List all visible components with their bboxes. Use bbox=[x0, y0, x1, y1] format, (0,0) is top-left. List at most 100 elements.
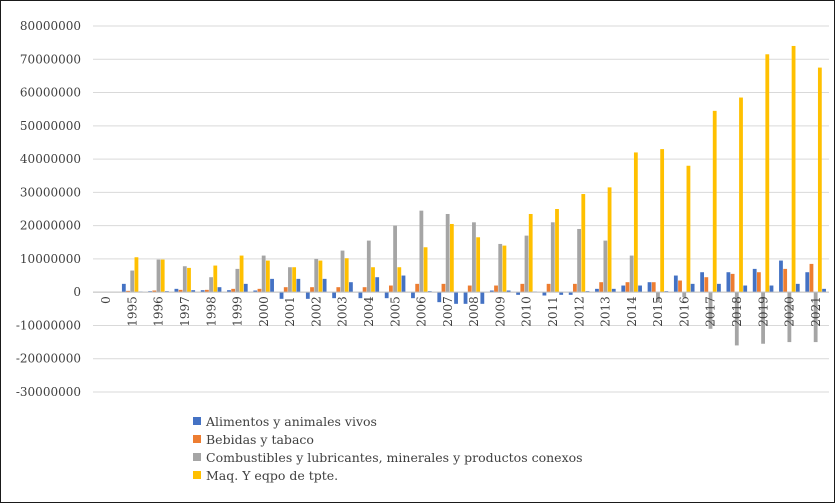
x-tick-label: 1995 bbox=[125, 296, 139, 327]
bar-series-3-2005 bbox=[393, 225, 397, 293]
bar-series-3-2016 bbox=[682, 292, 687, 298]
x-tick-label: 2011 bbox=[546, 296, 560, 327]
legend-item: Maq. Y eqpo de tpte. bbox=[193, 466, 583, 484]
bar-series-3-2013 bbox=[603, 240, 608, 293]
legend-label: Bebidas y tabaco bbox=[206, 431, 314, 447]
bar-series-1-2016 bbox=[673, 275, 678, 293]
bar-series-1-2010 bbox=[516, 292, 521, 295]
y-tick-label: 80000000 bbox=[20, 19, 81, 33]
bar-series-4-2018 bbox=[739, 97, 743, 293]
x-tick-label: 2017 bbox=[704, 296, 718, 327]
bar-series-2-2017 bbox=[704, 277, 709, 293]
bar-series-2-2004 bbox=[362, 287, 367, 293]
bar-series-1-2012 bbox=[568, 292, 573, 295]
bar-series-3-1997 bbox=[182, 266, 187, 293]
bar-series-1-1999 bbox=[227, 290, 231, 293]
bar-series-1-2006 bbox=[411, 292, 415, 299]
x-tick-label: 2021 bbox=[809, 296, 823, 327]
bar-series-1-2019 bbox=[752, 268, 757, 293]
bar-series-1-1997 bbox=[174, 288, 179, 293]
x-tick-label: 2000 bbox=[257, 296, 271, 327]
bar-series-1-2004 bbox=[358, 292, 363, 299]
bar-series-2-2014 bbox=[625, 282, 630, 293]
bar-series-1-2000 bbox=[253, 290, 258, 293]
bar-series-3-2015 bbox=[656, 292, 660, 303]
bar-series-3-2009 bbox=[498, 243, 503, 293]
bar-series-2-2009 bbox=[494, 285, 498, 293]
legend-swatch bbox=[193, 435, 201, 443]
bar-series-4-2015 bbox=[660, 149, 665, 293]
bar-series-1-2005 bbox=[384, 292, 389, 299]
bar-series-1-2007 bbox=[437, 292, 442, 303]
y-tick-label: -10000000 bbox=[16, 318, 81, 332]
bar-series-1-2020 bbox=[779, 260, 783, 293]
y-tick-label: 30000000 bbox=[20, 185, 81, 199]
bar-series-2-2015 bbox=[651, 282, 656, 293]
bar-series-3-1999 bbox=[235, 268, 240, 293]
x-tick-label: 2003 bbox=[336, 296, 350, 327]
x-tick-label: 2005 bbox=[388, 296, 402, 327]
bar-series-5-2019 bbox=[769, 285, 774, 293]
bar-series-4-2010 bbox=[528, 213, 533, 293]
bar-series-5-2008 bbox=[480, 292, 485, 304]
bar-series-4-2014 bbox=[633, 152, 638, 293]
y-tick-label: 20000000 bbox=[20, 219, 81, 233]
bar-series-2-2011 bbox=[546, 283, 551, 293]
bar-series-2-2012 bbox=[572, 283, 577, 293]
x-tick-label: 2008 bbox=[467, 296, 481, 327]
bar-series-4-2007 bbox=[449, 223, 454, 293]
bar-series-2-1999 bbox=[231, 288, 236, 293]
bar-series-5-2004 bbox=[375, 277, 380, 293]
legend-swatch bbox=[193, 453, 201, 461]
bar-series-2-1997 bbox=[178, 289, 183, 293]
bar-series-2-1996 bbox=[152, 290, 157, 293]
bar-series-4-1995 bbox=[134, 257, 139, 293]
bar-series-2-2003 bbox=[336, 287, 341, 293]
bar-series-3-2010 bbox=[524, 235, 529, 293]
bar-series-1-1998 bbox=[200, 290, 205, 293]
bar-series-3-2004 bbox=[366, 240, 371, 293]
legend-item: Bebidas y tabaco bbox=[193, 430, 583, 448]
legend-label: Combustibles y lubricantes, minerales y … bbox=[206, 449, 583, 465]
bar-series-2-2020 bbox=[783, 268, 788, 293]
x-tick-label: 2010 bbox=[520, 296, 534, 327]
x-tick-label: 1997 bbox=[178, 296, 192, 327]
bar-series-3-1996 bbox=[156, 259, 161, 293]
bar-series-5-2000 bbox=[270, 278, 274, 293]
bar-series-2-2010 bbox=[520, 283, 525, 293]
y-tick-label: -20000000 bbox=[16, 352, 81, 366]
bar-series-2-2008 bbox=[467, 285, 472, 293]
bar-series-1-2014 bbox=[621, 285, 626, 293]
bar-series-5-2020 bbox=[795, 283, 800, 293]
x-tick-label: 2009 bbox=[493, 296, 507, 327]
bar-series-2-2016 bbox=[678, 280, 682, 293]
bar-series-3-2011 bbox=[550, 222, 555, 293]
bar-series-3-2002 bbox=[314, 258, 319, 293]
bar-series-3-2001 bbox=[288, 267, 292, 293]
bar-series-5-1999 bbox=[243, 283, 248, 293]
bar-series-4-2004 bbox=[371, 267, 375, 293]
x-tick-label: 2002 bbox=[309, 296, 323, 327]
x-tick-label: 1998 bbox=[204, 296, 218, 327]
bar-series-4-2000 bbox=[265, 260, 270, 293]
bar-series-4-2011 bbox=[555, 209, 559, 293]
bar-series-2-2006 bbox=[415, 283, 420, 293]
bar-series-3-1995 bbox=[130, 270, 135, 293]
legend-item: Alimentos y animales vivos bbox=[193, 412, 583, 430]
bar-series-4-2019 bbox=[765, 54, 770, 293]
bar-series-4-2013 bbox=[607, 187, 612, 293]
bar-series-4-2008 bbox=[476, 237, 481, 293]
bar-series-2-1995 bbox=[126, 290, 130, 293]
x-tick-label: 2020 bbox=[783, 296, 797, 327]
x-tick-label: 2018 bbox=[730, 296, 744, 327]
bar-series-5-2009 bbox=[506, 290, 511, 293]
x-tick-label: 2014 bbox=[625, 296, 639, 327]
gridlines bbox=[93, 25, 829, 393]
bar-series-4-2006 bbox=[423, 247, 428, 293]
bar-series-1-2009 bbox=[489, 290, 494, 293]
x-tick-label: 1999 bbox=[231, 296, 245, 327]
bar-series-3-1998 bbox=[209, 277, 213, 293]
bar-series-4-2005 bbox=[397, 267, 402, 293]
